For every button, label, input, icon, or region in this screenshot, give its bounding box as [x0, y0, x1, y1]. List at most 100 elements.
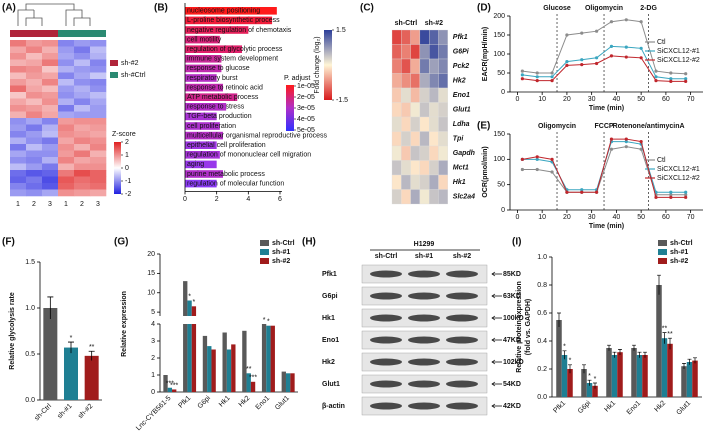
bar — [185, 141, 217, 149]
bar — [185, 45, 242, 53]
legend-label: SiCXCL12-#2 — [657, 175, 700, 182]
bar — [185, 170, 223, 178]
x-tick-label: 50 — [637, 214, 645, 221]
bar — [242, 330, 247, 392]
x-tick-label: Eno1 — [255, 395, 272, 412]
error-bar — [88, 350, 95, 361]
heat-cell — [429, 116, 439, 132]
row-label: Gapdh — [453, 150, 475, 157]
panel-label: (B) — [154, 3, 168, 14]
significance: ** — [662, 325, 668, 332]
bar — [183, 324, 188, 392]
bar-label: aging — [187, 161, 204, 168]
bar — [185, 112, 217, 121]
heat-cell — [74, 189, 91, 197]
point — [580, 63, 584, 67]
heat-cell — [26, 66, 43, 73]
heat-cell — [42, 98, 59, 106]
bar — [185, 122, 220, 130]
heat-cell — [74, 59, 91, 67]
panel-label: (C) — [360, 3, 374, 14]
heat-cell — [429, 160, 439, 176]
heat-cell — [58, 118, 75, 125]
y-tick-label: 3 — [151, 338, 155, 345]
heat-cell — [74, 40, 91, 47]
point — [535, 75, 539, 79]
heat-cell — [429, 174, 439, 190]
heat-cell — [10, 79, 27, 86]
point — [624, 145, 628, 149]
error-bar — [687, 358, 692, 365]
heat-cell — [10, 176, 27, 184]
heat-cell — [74, 157, 91, 164]
heat-cell — [401, 87, 411, 103]
blot-title: H1299 — [414, 241, 435, 248]
panel-label: (E) — [477, 121, 490, 132]
bar — [185, 35, 220, 44]
heat-cell — [26, 98, 43, 106]
event-label: FCCP — [594, 123, 613, 130]
heat-cell — [26, 53, 43, 60]
heat-cell — [74, 163, 91, 171]
band — [446, 314, 478, 322]
legend-label: sh-Ctrl — [272, 240, 295, 247]
x-tick-label: 6 — [278, 196, 282, 203]
bar — [185, 64, 222, 73]
significance: *** — [249, 375, 257, 382]
y-tick-label: 0.0 — [25, 397, 35, 404]
size-label: 42KD — [503, 403, 521, 410]
y-tick-label: 0.6 — [537, 310, 547, 317]
x-tick-label: 2 — [215, 196, 219, 203]
heat-cell — [410, 87, 421, 103]
bar — [211, 349, 216, 392]
heat-cell — [90, 183, 107, 190]
panel-f: (F) 0.0 0.5 1.0 1.5 Relative glycolysis rate… — [2, 237, 102, 422]
colorbar-tick-label: 4e-05 — [297, 116, 315, 123]
bar — [185, 103, 227, 111]
bar — [185, 83, 223, 92]
significance: * — [267, 319, 270, 326]
x-tick-label: Eno1 — [626, 400, 643, 417]
heat-cell — [90, 72, 107, 80]
heat-cell — [26, 170, 43, 177]
error-bar — [612, 351, 617, 358]
heat-cell — [401, 174, 411, 190]
heat-cell — [391, 189, 402, 205]
bar-label: respiratory burst — [187, 75, 238, 82]
bar-label: cell proliferation — [187, 123, 236, 130]
group-bar — [10, 30, 26, 37]
heat-cell — [10, 46, 27, 54]
heat-cell — [410, 174, 421, 190]
heat-cell — [10, 111, 27, 119]
colorbar-tick-label: 1e-05 — [297, 83, 315, 90]
significance: * — [569, 358, 572, 365]
bar — [226, 349, 232, 392]
bar-label: L-proline biosynthetic process — [187, 17, 280, 24]
y-axis-label: Relative protein expression — [516, 281, 523, 372]
significance: * — [263, 317, 266, 324]
heat-cell — [90, 118, 107, 125]
heat-cell — [391, 73, 402, 89]
bar — [246, 373, 251, 392]
size-label: 54KD — [503, 381, 521, 388]
bar — [606, 348, 612, 397]
row-label: Mct1 — [453, 165, 469, 172]
legend-swatch — [658, 240, 667, 246]
bar — [686, 362, 693, 397]
heat-cell — [42, 157, 59, 164]
heat-cell — [438, 44, 448, 60]
heat-cell — [438, 160, 448, 176]
x-tick-label: 0 — [183, 196, 187, 203]
bar — [207, 346, 212, 392]
series-line — [522, 45, 686, 80]
y-axis-label: OCR(pmol/min) — [482, 146, 489, 197]
dendrogram-branch — [25, 10, 43, 26]
heat-cell — [401, 44, 411, 60]
band — [370, 314, 402, 322]
heat-cell — [42, 66, 59, 73]
point — [684, 195, 688, 199]
y-tick-label: 0.5 — [25, 351, 35, 358]
heat-cell — [10, 98, 27, 106]
heat-cell — [429, 87, 439, 103]
heat-cell — [391, 102, 402, 118]
